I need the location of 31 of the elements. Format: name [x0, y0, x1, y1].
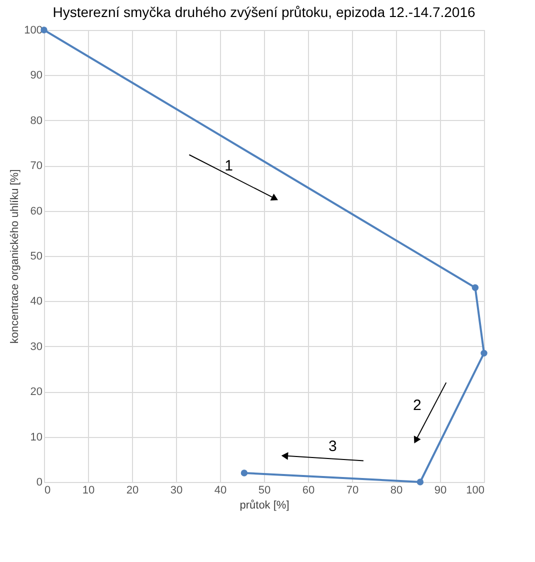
- x-tick-label: 60: [302, 484, 315, 496]
- y-tick-label: 20: [30, 386, 42, 398]
- x-tick-label: 70: [346, 484, 359, 496]
- x-tick-label: 0: [44, 484, 51, 496]
- x-tick-label: 100: [466, 484, 484, 496]
- y-tick-label: 40: [30, 296, 42, 308]
- annotation: 2: [412, 397, 422, 414]
- x-tick-label: 50: [258, 484, 271, 496]
- y-axis-title: koncentrace organického uhlíku [%]: [9, 169, 22, 344]
- annotation: 1: [224, 158, 233, 175]
- y-tick-label: 10: [30, 431, 42, 444]
- y-tick-label: 60: [30, 205, 42, 218]
- x-tick-label: 90: [434, 484, 447, 496]
- point: [240, 470, 248, 476]
- y-tick-label: 0: [36, 476, 42, 488]
- point: [472, 284, 479, 291]
- x-tick-label: 10: [82, 484, 95, 496]
- chart-title: Hysterezní smyčka druhého zvýšení průtoku, epizoda 12.-14.7.2016: [52, 4, 476, 20]
- y-tick-label: 70: [30, 160, 42, 172]
- x-tick-label: 20: [126, 484, 139, 496]
- y-tick-label: 50: [30, 250, 42, 262]
- x-tick-label: 80: [390, 484, 403, 496]
- x-axis-title: průtok [%]: [240, 500, 290, 512]
- point: [480, 350, 488, 357]
- x-tick-label: 30: [170, 484, 183, 496]
- point: [416, 478, 424, 486]
- x-tick-label: 40: [214, 484, 227, 496]
- annotation: 3: [328, 438, 337, 455]
- y-tick-label: 30: [30, 340, 42, 353]
- y-tick-label: 90: [30, 70, 42, 82]
- y-tick-label: 80: [30, 114, 42, 127]
